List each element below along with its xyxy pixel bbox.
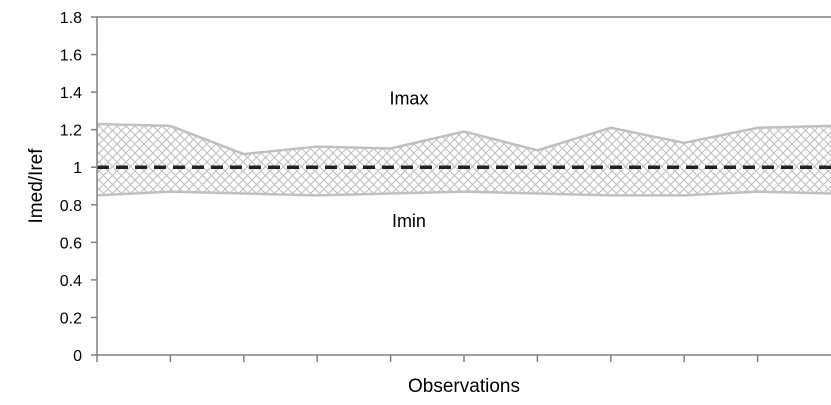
y-tick-label: 1 xyxy=(73,160,82,177)
series-line-imin xyxy=(96,190,831,197)
y-tick-label: 0.4 xyxy=(60,273,82,290)
y-ticks: 0 0.2 0.4 0.6 0.8 1 1.2 1.4 1.6 1.8 xyxy=(60,10,97,365)
y-tick-label: 0.8 xyxy=(60,198,82,215)
y-tick-label: 0.6 xyxy=(60,235,82,252)
x-axis-title: Observations xyxy=(408,376,520,397)
band-area xyxy=(97,124,831,196)
y-axis-title: Imed/Iref xyxy=(26,148,47,224)
imax-label: Imax xyxy=(389,89,428,109)
y-tick-label: 0 xyxy=(73,348,82,365)
band-layer xyxy=(96,122,831,197)
y-tick-label: 1.8 xyxy=(60,10,82,27)
y-tick-label: 1.6 xyxy=(60,48,82,65)
y-tick-label: 1.2 xyxy=(60,123,82,140)
x-ticks xyxy=(96,355,759,362)
y-tick-label: 0.2 xyxy=(60,310,82,327)
y-tick-label: 1.4 xyxy=(60,85,82,102)
imin-label: Imin xyxy=(392,211,426,231)
series-line-imax xyxy=(96,122,831,156)
